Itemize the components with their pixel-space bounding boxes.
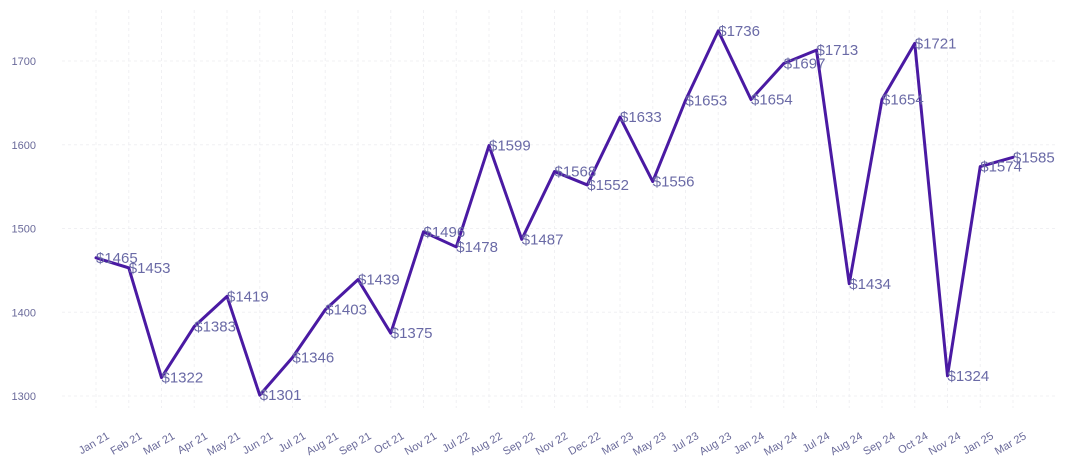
data-label: $1599 <box>489 138 531 155</box>
data-label: $1478 <box>456 239 498 256</box>
data-label: $1654 <box>882 92 924 109</box>
x-tick-label: Sep 22 <box>501 430 537 458</box>
x-tick-label: Jul 24 <box>801 430 832 455</box>
series-line <box>94 29 1015 397</box>
x-tick-label: Sep 21 <box>337 430 373 458</box>
data-label: $1324 <box>948 368 990 385</box>
data-label: $1439 <box>358 272 400 289</box>
y-tick-label: 1500 <box>12 224 36 236</box>
x-tick-label: Sep 24 <box>861 430 897 458</box>
data-label: $1346 <box>293 349 335 366</box>
data-label: $1721 <box>915 35 957 52</box>
x-tick-label: May 21 <box>205 430 242 458</box>
data-label: $1654 <box>751 92 793 109</box>
x-tick-label: Aug 21 <box>305 430 341 458</box>
data-label: $1633 <box>620 109 662 126</box>
x-tick-label: Mar 21 <box>141 430 177 458</box>
x-tick-label: Aug 22 <box>468 430 504 458</box>
data-label: $1453 <box>129 260 171 277</box>
data-label: $1419 <box>227 288 269 305</box>
data-label: $1736 <box>718 23 760 40</box>
x-tick-label: Nov 22 <box>534 430 570 458</box>
y-tick-label: 1700 <box>12 56 36 68</box>
y-tick-label: 1400 <box>12 307 36 319</box>
x-tick-label: Jan 25 <box>961 430 996 457</box>
x-tick-label: Jan 21 <box>77 430 112 457</box>
data-label: $1375 <box>391 325 433 342</box>
x-tick-label: Jul 21 <box>277 430 308 455</box>
x-tick-label: Jul 22 <box>440 430 471 455</box>
x-tick-label: Aug 24 <box>829 430 865 458</box>
x-tick-label: Jul 23 <box>670 430 701 455</box>
data-label: $1465 <box>96 250 138 267</box>
x-tick-label: Dec 22 <box>567 430 603 458</box>
data-label: $1568 <box>555 164 597 181</box>
data-labels: $1465$1453 $1322 $1383 $1419 $1301 $1346 $1403… <box>96 23 1055 404</box>
grid-layer <box>62 10 1055 408</box>
x-tick-label: Apr 21 <box>176 430 210 457</box>
x-tick-label: Nov 24 <box>927 430 963 458</box>
x-tick-label: Jun 21 <box>241 430 276 457</box>
x-tick-label: Mar 23 <box>600 430 636 458</box>
series-layer <box>94 29 1015 397</box>
y-axis: 1300 1400 1500 1600 1700 <box>12 56 36 403</box>
data-label: $1383 <box>194 318 236 335</box>
data-label: $1697 <box>784 56 826 73</box>
x-tick-label: Jan 24 <box>732 430 767 457</box>
data-label: $1552 <box>587 177 629 194</box>
y-tick-label: 1600 <box>12 140 36 152</box>
x-tick-label: Mar 25 <box>993 430 1029 458</box>
data-label: $1322 <box>162 370 204 387</box>
x-tick-label: May 23 <box>631 430 668 458</box>
data-label: $1574 <box>980 159 1022 176</box>
x-tick-label: Feb 21 <box>109 430 145 458</box>
data-label: $1713 <box>817 42 859 59</box>
y-tick-label: 1300 <box>12 391 36 403</box>
data-label: $1585 <box>1013 149 1055 166</box>
data-label: $1487 <box>522 231 564 248</box>
x-tick-label: Oct 21 <box>372 430 406 457</box>
data-label: $1496 <box>424 224 466 241</box>
data-label: $1403 <box>325 302 367 319</box>
x-tick-label: Nov 21 <box>403 430 439 458</box>
x-tick-label: Aug 23 <box>698 430 734 458</box>
x-tick-label: May 24 <box>762 430 799 458</box>
data-label: $1434 <box>849 276 891 293</box>
data-label: $1653 <box>686 92 728 109</box>
data-label: $1301 <box>260 387 302 404</box>
x-tick-label: Oct 24 <box>896 430 930 457</box>
data-label: $1556 <box>653 174 695 191</box>
